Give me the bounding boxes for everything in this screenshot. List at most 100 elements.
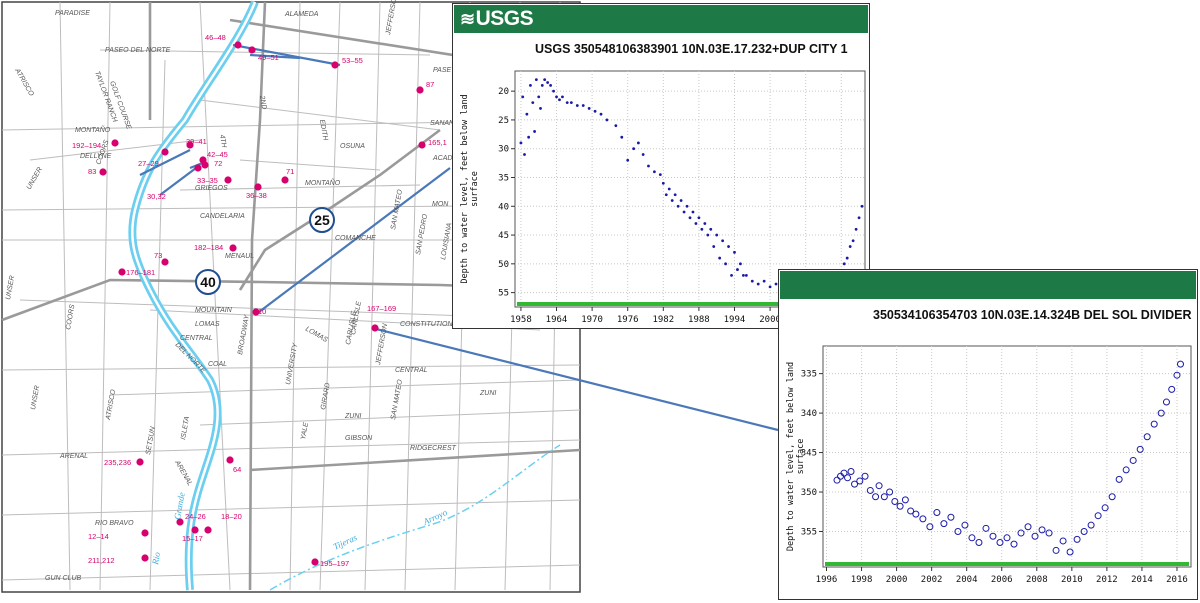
- well-label: 87: [426, 80, 434, 89]
- data-point: [1094, 512, 1102, 520]
- data-point: [718, 256, 722, 260]
- interstate-number: 40: [200, 274, 216, 290]
- data-point: [670, 199, 674, 202]
- data-point: [533, 130, 536, 133]
- x-tick-label: 2000: [759, 315, 781, 325]
- data-point: [947, 513, 955, 521]
- well-point: [191, 526, 199, 534]
- minor-road: [289, 1, 301, 591]
- street-label: CENTRAL: [180, 335, 213, 342]
- data-point: [907, 507, 915, 515]
- well-label: 30,32: [147, 192, 166, 201]
- usgs-logo-text: USGS: [475, 7, 534, 30]
- street-label: LOMAS: [195, 321, 220, 328]
- data-point: [919, 515, 927, 523]
- x-tick-label: 1994: [724, 315, 746, 325]
- well-point: [418, 141, 426, 149]
- street-label: RIO BRAVO: [95, 520, 134, 527]
- data-point: [549, 83, 552, 87]
- data-point: [700, 227, 704, 231]
- data-point: [733, 250, 736, 254]
- well-point: [248, 46, 256, 54]
- well-point: [118, 268, 126, 276]
- well-point: [161, 148, 169, 156]
- water-level-chart-2: 1996 1998 2000 2002 2004 2006 2008 2010 2012 2014…: [786, 345, 1192, 585]
- well-label: 64: [233, 465, 241, 474]
- street-label: COAL: [208, 361, 227, 368]
- well-label: 33–35: [197, 176, 218, 185]
- data-point: [954, 527, 962, 535]
- data-point: [1108, 493, 1116, 501]
- street-label: COORS: [65, 304, 76, 331]
- well-point: [136, 458, 144, 466]
- street-label: ARENAL: [59, 453, 88, 460]
- minor-road: [364, 1, 381, 591]
- well-point: [416, 86, 424, 94]
- data-point: [1017, 529, 1025, 537]
- x-tick-label: 1982: [652, 315, 674, 325]
- well-label: 53–55: [342, 56, 363, 65]
- interstate-shields: 25 40: [195, 207, 335, 295]
- data-point: [996, 539, 1004, 547]
- x-tick-label: 2012: [1096, 575, 1118, 585]
- data-point: [599, 112, 603, 116]
- data-point: [1010, 540, 1018, 548]
- minor-road: [199, 409, 581, 426]
- chart-title: 350534106354703 10N.03E.14.324B DEL SOL …: [873, 308, 1192, 322]
- plot-area: [822, 345, 1192, 568]
- y-tick-label: 25: [498, 116, 509, 126]
- data-point: [1168, 385, 1176, 393]
- data-point: [712, 245, 716, 248]
- street-label: UNSER: [5, 275, 16, 300]
- well-point: [281, 176, 289, 184]
- well-point: [371, 324, 379, 332]
- street-label: DELLYNE: [80, 153, 112, 160]
- data-point: [989, 532, 997, 540]
- data-point: [658, 173, 662, 177]
- data-point: [961, 521, 969, 529]
- well-point: [201, 161, 209, 169]
- data-point: [697, 216, 701, 220]
- street-label: PARADISE: [55, 10, 90, 17]
- data-point: [614, 124, 618, 128]
- river-label: Grande: [172, 492, 187, 521]
- street-label: CANDELARIA: [200, 213, 245, 220]
- minor-road: [29, 139, 201, 161]
- well-label: 192–194: [72, 141, 101, 150]
- x-tick-label: 1996: [816, 575, 838, 585]
- data-point: [1052, 546, 1060, 554]
- data-point: [688, 216, 692, 220]
- well-point: [186, 141, 194, 149]
- well-point: [226, 456, 234, 464]
- well-point: [176, 518, 184, 526]
- data-point: [844, 474, 852, 482]
- data-point: [685, 204, 689, 208]
- well-label: 39–41: [186, 137, 207, 146]
- data-point: [558, 98, 561, 102]
- well-label: 176–181: [126, 268, 155, 277]
- interstate-number: 25: [314, 212, 330, 228]
- x-tick-label: 2014: [1131, 575, 1153, 585]
- street-label: PASEO DEL NORTE: [105, 47, 171, 54]
- data-point: [539, 107, 542, 110]
- street-label: 4TH: [218, 134, 227, 149]
- data-point: [940, 520, 948, 528]
- street-label: MOUNTAIN: [195, 307, 233, 314]
- street-label: MONTAÑO: [305, 178, 341, 187]
- street-label: 2ND: [258, 94, 268, 110]
- y-tick-label: 335: [801, 370, 817, 380]
- well-label: 18–20: [221, 512, 242, 521]
- data-point: [529, 83, 532, 87]
- data-point: [1122, 466, 1130, 474]
- data-point: [1162, 398, 1170, 406]
- plot-area: [514, 70, 866, 308]
- y-tick-label: 20: [498, 87, 509, 97]
- data-point: [543, 78, 547, 82]
- y-tick-label: 350: [801, 488, 817, 498]
- x-tick-label: 1958: [510, 315, 532, 325]
- x-tick-label: 1988: [688, 315, 710, 325]
- data-point: [730, 273, 733, 277]
- street-label: RIDGECREST: [410, 445, 457, 452]
- data-point: [1024, 523, 1032, 531]
